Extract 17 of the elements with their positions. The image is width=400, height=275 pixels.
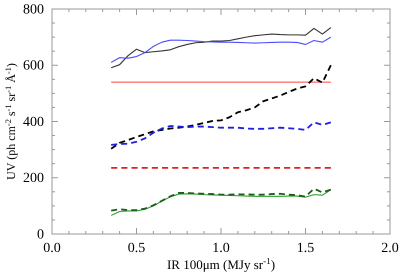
y-tick-label: 600 xyxy=(23,58,44,74)
x-tick-label: 2.0 xyxy=(381,240,399,256)
line-series xyxy=(110,188,332,212)
x-axis-title: IR 100μm (MJy sr$^{-1}$) xyxy=(166,256,276,272)
line-series xyxy=(110,189,332,216)
line-series xyxy=(110,64,332,150)
x-tick-label: 0.0 xyxy=(43,240,61,256)
y-tick-label: 400 xyxy=(23,114,44,130)
y-tick-label: 0 xyxy=(37,227,44,242)
x-tick-label: 0.5 xyxy=(128,240,146,256)
y-tick-label: 800 xyxy=(23,2,44,18)
x-tick-label: 1.5 xyxy=(296,240,314,256)
y-tick-label: 200 xyxy=(23,171,44,186)
line-series xyxy=(110,36,332,63)
x-tick-label: 1.0 xyxy=(212,240,230,256)
line-series xyxy=(110,27,332,68)
line-series xyxy=(110,121,332,146)
